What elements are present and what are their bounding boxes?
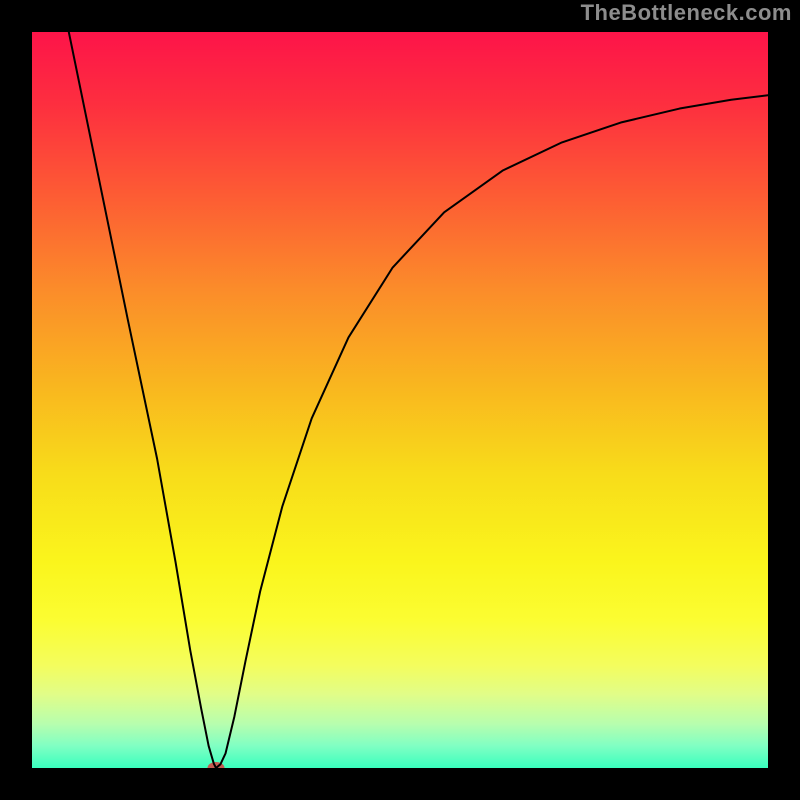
watermark-label: TheBottleneck.com — [581, 0, 792, 26]
chart-background — [32, 32, 768, 768]
plot-area — [32, 32, 768, 768]
chart-svg — [32, 32, 768, 768]
chart-frame: TheBottleneck.com — [0, 0, 800, 800]
